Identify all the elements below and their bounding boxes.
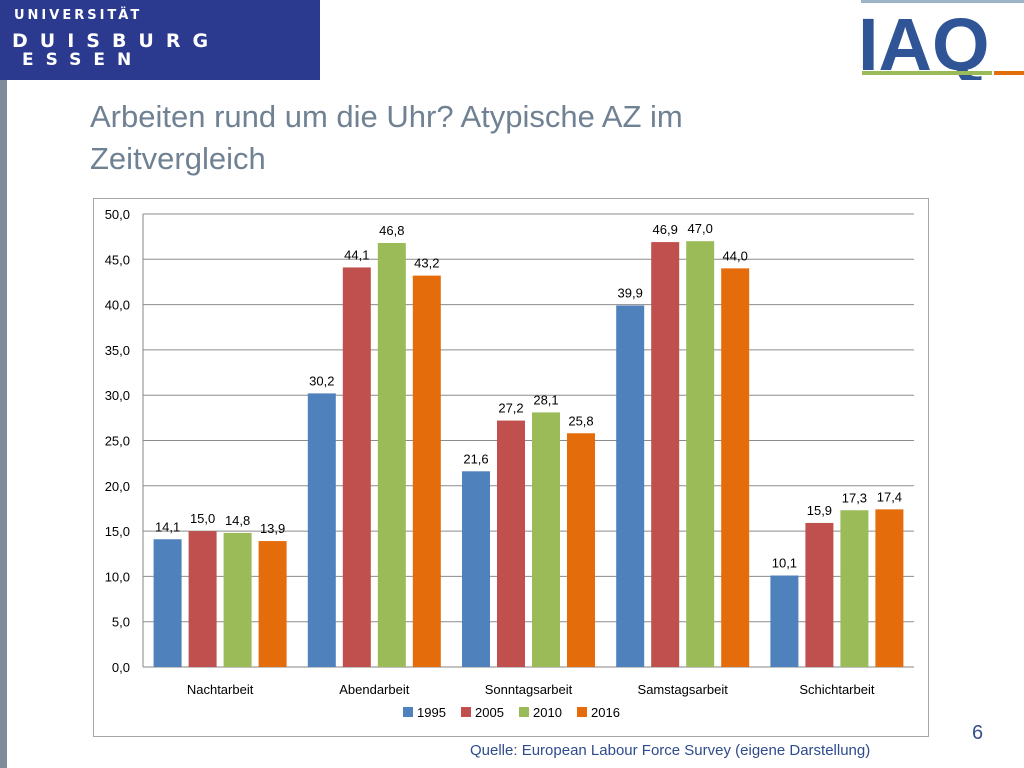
x-tick-label: Abendarbeit xyxy=(339,682,409,697)
bar-1995-0 xyxy=(153,539,182,667)
source-note: Quelle: European Labour Force Survey (ei… xyxy=(470,742,871,759)
x-tick-label: Schichtarbeit xyxy=(799,682,875,697)
bar-2005-2 xyxy=(497,420,525,667)
legend-label: 2005 xyxy=(475,705,504,720)
y-tick-label: 50,0 xyxy=(105,207,130,222)
data-label: 30,2 xyxy=(309,373,334,388)
y-tick-label: 5,0 xyxy=(112,615,130,630)
university-logo: UNIVERSITÄT DUISBURG ESSEN xyxy=(0,0,320,80)
chart-frame: 0,0 5,0 10,0 15,0 20,0 25,0 30,0 35,0 40,0 45,0 50… xyxy=(93,198,929,737)
y-tick-label: 15,0 xyxy=(105,524,130,539)
bar-2010-0 xyxy=(223,532,252,667)
legend-swatch xyxy=(577,707,587,717)
y-tick-label: 40,0 xyxy=(105,298,130,313)
iaq-green-line xyxy=(862,71,992,75)
iaq-logo-text: IAQ xyxy=(858,3,990,80)
data-label: 15,9 xyxy=(807,503,832,518)
slide-number: 6 xyxy=(972,722,984,744)
bar-2010-1 xyxy=(377,242,406,667)
bar-2016-2 xyxy=(567,433,595,667)
left-accent-bar xyxy=(0,0,7,768)
bar-2016-1 xyxy=(412,275,441,667)
bar-2005-0 xyxy=(188,531,217,667)
data-label: 17,3 xyxy=(842,490,867,505)
data-label: 46,9 xyxy=(653,222,678,237)
legend-label: 2010 xyxy=(533,705,562,720)
legend-swatch xyxy=(461,707,471,717)
y-tick-label: 45,0 xyxy=(105,252,130,267)
data-label: 46,8 xyxy=(379,223,404,238)
bar-2010-4 xyxy=(840,510,869,667)
bar-2005-4 xyxy=(805,522,834,667)
logo-line-3: ESSEN xyxy=(22,50,144,70)
x-tick-label: Sonntagsarbeit xyxy=(485,682,573,697)
legend-label: 2016 xyxy=(591,705,620,720)
x-tick-label: Nachtarbeit xyxy=(187,682,254,697)
iaq-logo: IAQ xyxy=(858,0,1024,80)
data-label: 39,9 xyxy=(618,286,643,301)
bar-1995-3 xyxy=(616,305,645,667)
iaq-orange-line xyxy=(994,71,1024,75)
bar-1995-1 xyxy=(307,393,336,667)
y-tick-label: 35,0 xyxy=(105,343,130,358)
logo-line-1: UNIVERSITÄT xyxy=(14,8,143,23)
bar-2010-2 xyxy=(532,412,560,667)
data-label: 47,0 xyxy=(688,221,713,236)
bar-2016-4 xyxy=(875,509,904,667)
legend-swatch xyxy=(403,707,413,717)
y-tick-label: 25,0 xyxy=(105,434,130,449)
data-label: 14,8 xyxy=(225,513,250,528)
data-label: 27,2 xyxy=(498,401,523,416)
data-label: 14,1 xyxy=(155,519,180,534)
slide-title: Arbeiten rund um die Uhr? Atypische AZ i… xyxy=(90,99,683,176)
y-tick-label: 20,0 xyxy=(105,479,130,494)
bar-chart: 0,0 5,0 10,0 15,0 20,0 25,0 30,0 35,0 40,0 45,0 50… xyxy=(105,207,914,720)
bar-2016-0 xyxy=(258,541,287,667)
logo-line-2: DUISBURG xyxy=(12,30,221,52)
data-label: 15,0 xyxy=(190,511,215,526)
iaq-top-line xyxy=(861,0,1024,3)
bar-2005-1 xyxy=(342,267,371,667)
x-tick-label: Samstagsarbeit xyxy=(638,682,729,697)
data-label: 44,1 xyxy=(344,247,369,262)
bar-1995-2 xyxy=(462,471,490,667)
bar-1995-4 xyxy=(770,575,799,667)
bar-2010-3 xyxy=(686,241,715,667)
data-label: 10,1 xyxy=(772,555,797,570)
data-label: 17,4 xyxy=(877,489,902,504)
legend-label: 1995 xyxy=(417,705,446,720)
y-tick-label: 30,0 xyxy=(105,388,130,403)
y-tick-label: 0,0 xyxy=(112,660,130,675)
y-tick-label: 10,0 xyxy=(105,569,130,584)
data-label: 43,2 xyxy=(414,256,439,271)
bar-2005-3 xyxy=(651,242,680,667)
bar-2016-3 xyxy=(721,268,750,667)
data-label: 44,0 xyxy=(723,248,748,263)
legend-swatch xyxy=(519,707,529,717)
data-label: 25,8 xyxy=(568,413,593,428)
data-label: 21,6 xyxy=(463,451,488,466)
data-label: 13,9 xyxy=(260,521,285,536)
data-label: 28,1 xyxy=(533,392,558,407)
